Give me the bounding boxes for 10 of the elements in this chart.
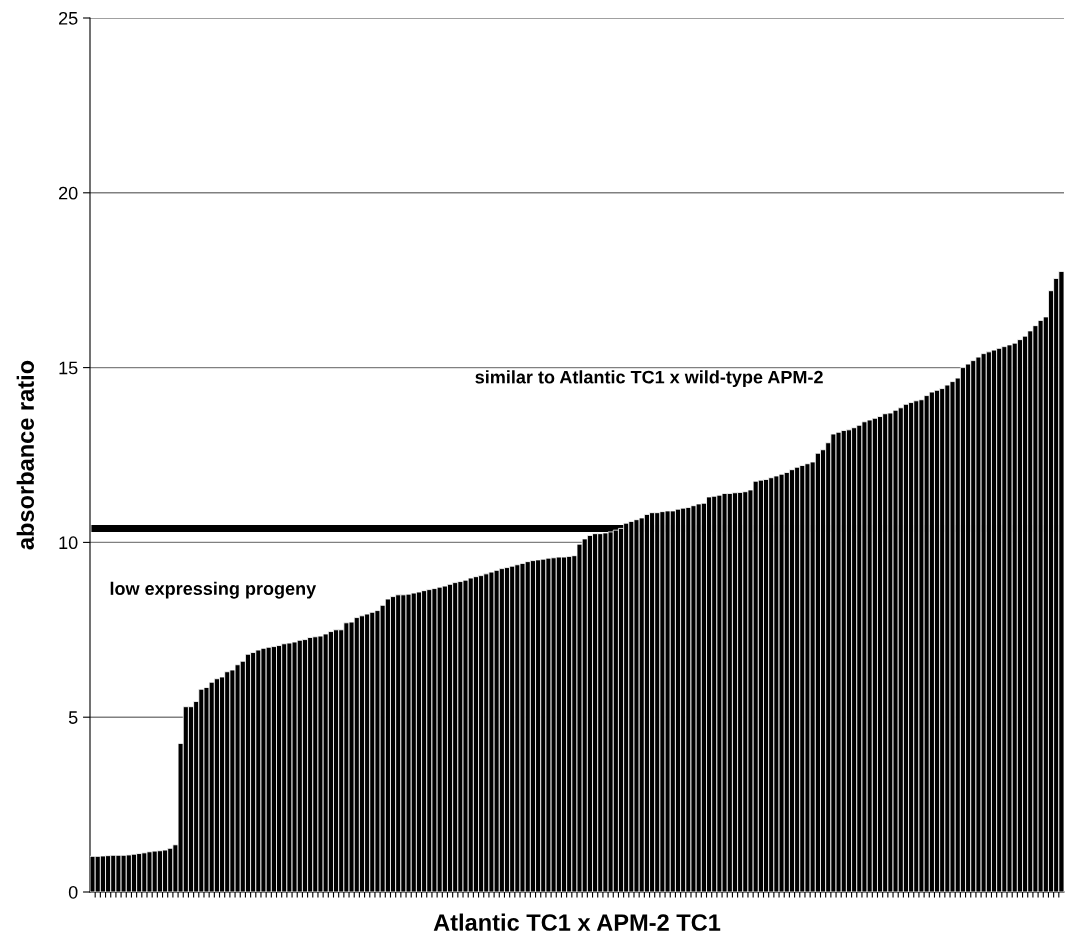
- y-tick-label: 5: [68, 711, 78, 724]
- annotation: similar to Atlantic TC1 x wild-type APM-2: [475, 370, 823, 388]
- y-tick-label: 20: [59, 186, 78, 200]
- y-tick-label: 25: [59, 11, 78, 25]
- y-tick-label: 0: [68, 885, 78, 899]
- y-tick-label: 15: [59, 361, 78, 375]
- y-axis-title: absorbance ratio: [16, 360, 34, 550]
- y-tick-label: 10: [59, 536, 78, 550]
- annotation: low expressing progeny: [110, 581, 317, 599]
- x-axis-title: Atlantic TC1 x APM-2 TC1: [433, 913, 721, 931]
